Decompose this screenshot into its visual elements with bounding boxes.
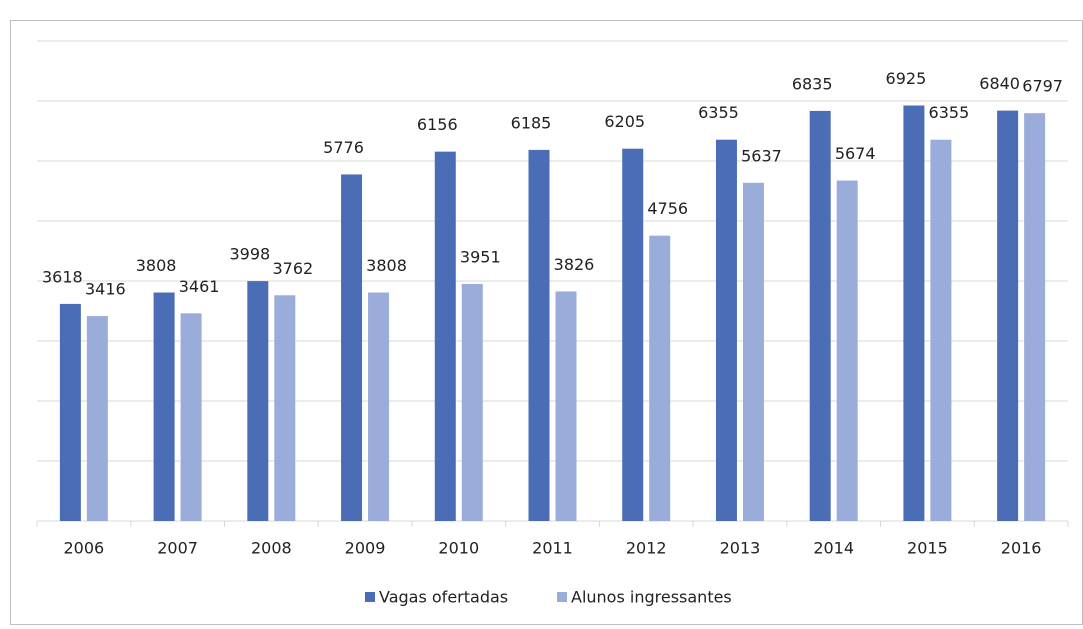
data-label: 3762 [272,259,313,278]
x-tick-label: 2013 [720,539,761,558]
data-label: 6797 [1022,77,1063,96]
data-label: 5776 [323,138,364,157]
data-label: 6185 [511,113,552,132]
bar [434,151,456,521]
bar [59,303,81,521]
data-label: 3826 [554,255,595,274]
data-label: 3416 [85,280,126,299]
data-label: 3808 [136,256,177,275]
bar [368,292,390,521]
data-label: 6156 [417,115,458,134]
x-tick-label: 2014 [813,539,854,558]
bar [247,281,269,521]
x-tick-label: 2010 [438,539,479,558]
data-label: 3998 [229,245,270,264]
x-tick-label: 2011 [532,539,573,558]
bar [274,295,296,521]
bar [997,110,1019,521]
legend-swatch [365,592,375,602]
data-label: 3951 [460,247,501,266]
data-label: 6835 [792,74,833,93]
bar [461,283,483,521]
bar [742,182,764,521]
bar [836,180,858,521]
data-label: 6925 [886,69,927,88]
bar [341,174,363,521]
legend-label: Vagas ofertadas [379,588,508,607]
bar [153,292,175,521]
bar [180,313,202,521]
x-tick-label: 2007 [157,539,198,558]
legend-label: Alunos ingressantes [571,588,732,607]
data-label: 6355 [929,103,970,122]
data-label: 3808 [366,256,407,275]
bar [903,105,925,521]
data-label: 5637 [741,146,782,165]
bar [930,139,952,521]
bar [555,291,577,521]
bar [1024,113,1046,522]
data-label: 3461 [179,277,220,296]
x-tick-label: 2012 [626,539,667,558]
x-tick-label: 2016 [1001,539,1042,558]
legend-swatch [557,592,567,602]
x-tick-label: 2006 [64,539,105,558]
x-tick-label: 2008 [251,539,292,558]
data-label: 5674 [835,144,876,163]
x-tick-label: 2009 [345,539,386,558]
bar [528,149,550,521]
bar [715,139,737,521]
bar [86,316,108,521]
x-tick-label: 2015 [907,539,948,558]
bar [809,110,831,522]
bar [622,148,644,521]
data-label: 3618 [42,267,83,286]
data-label: 6355 [698,103,739,122]
data-label: 4756 [647,199,688,218]
data-label: 6840 [979,74,1020,93]
bar [649,235,671,521]
data-label: 6205 [604,112,645,131]
